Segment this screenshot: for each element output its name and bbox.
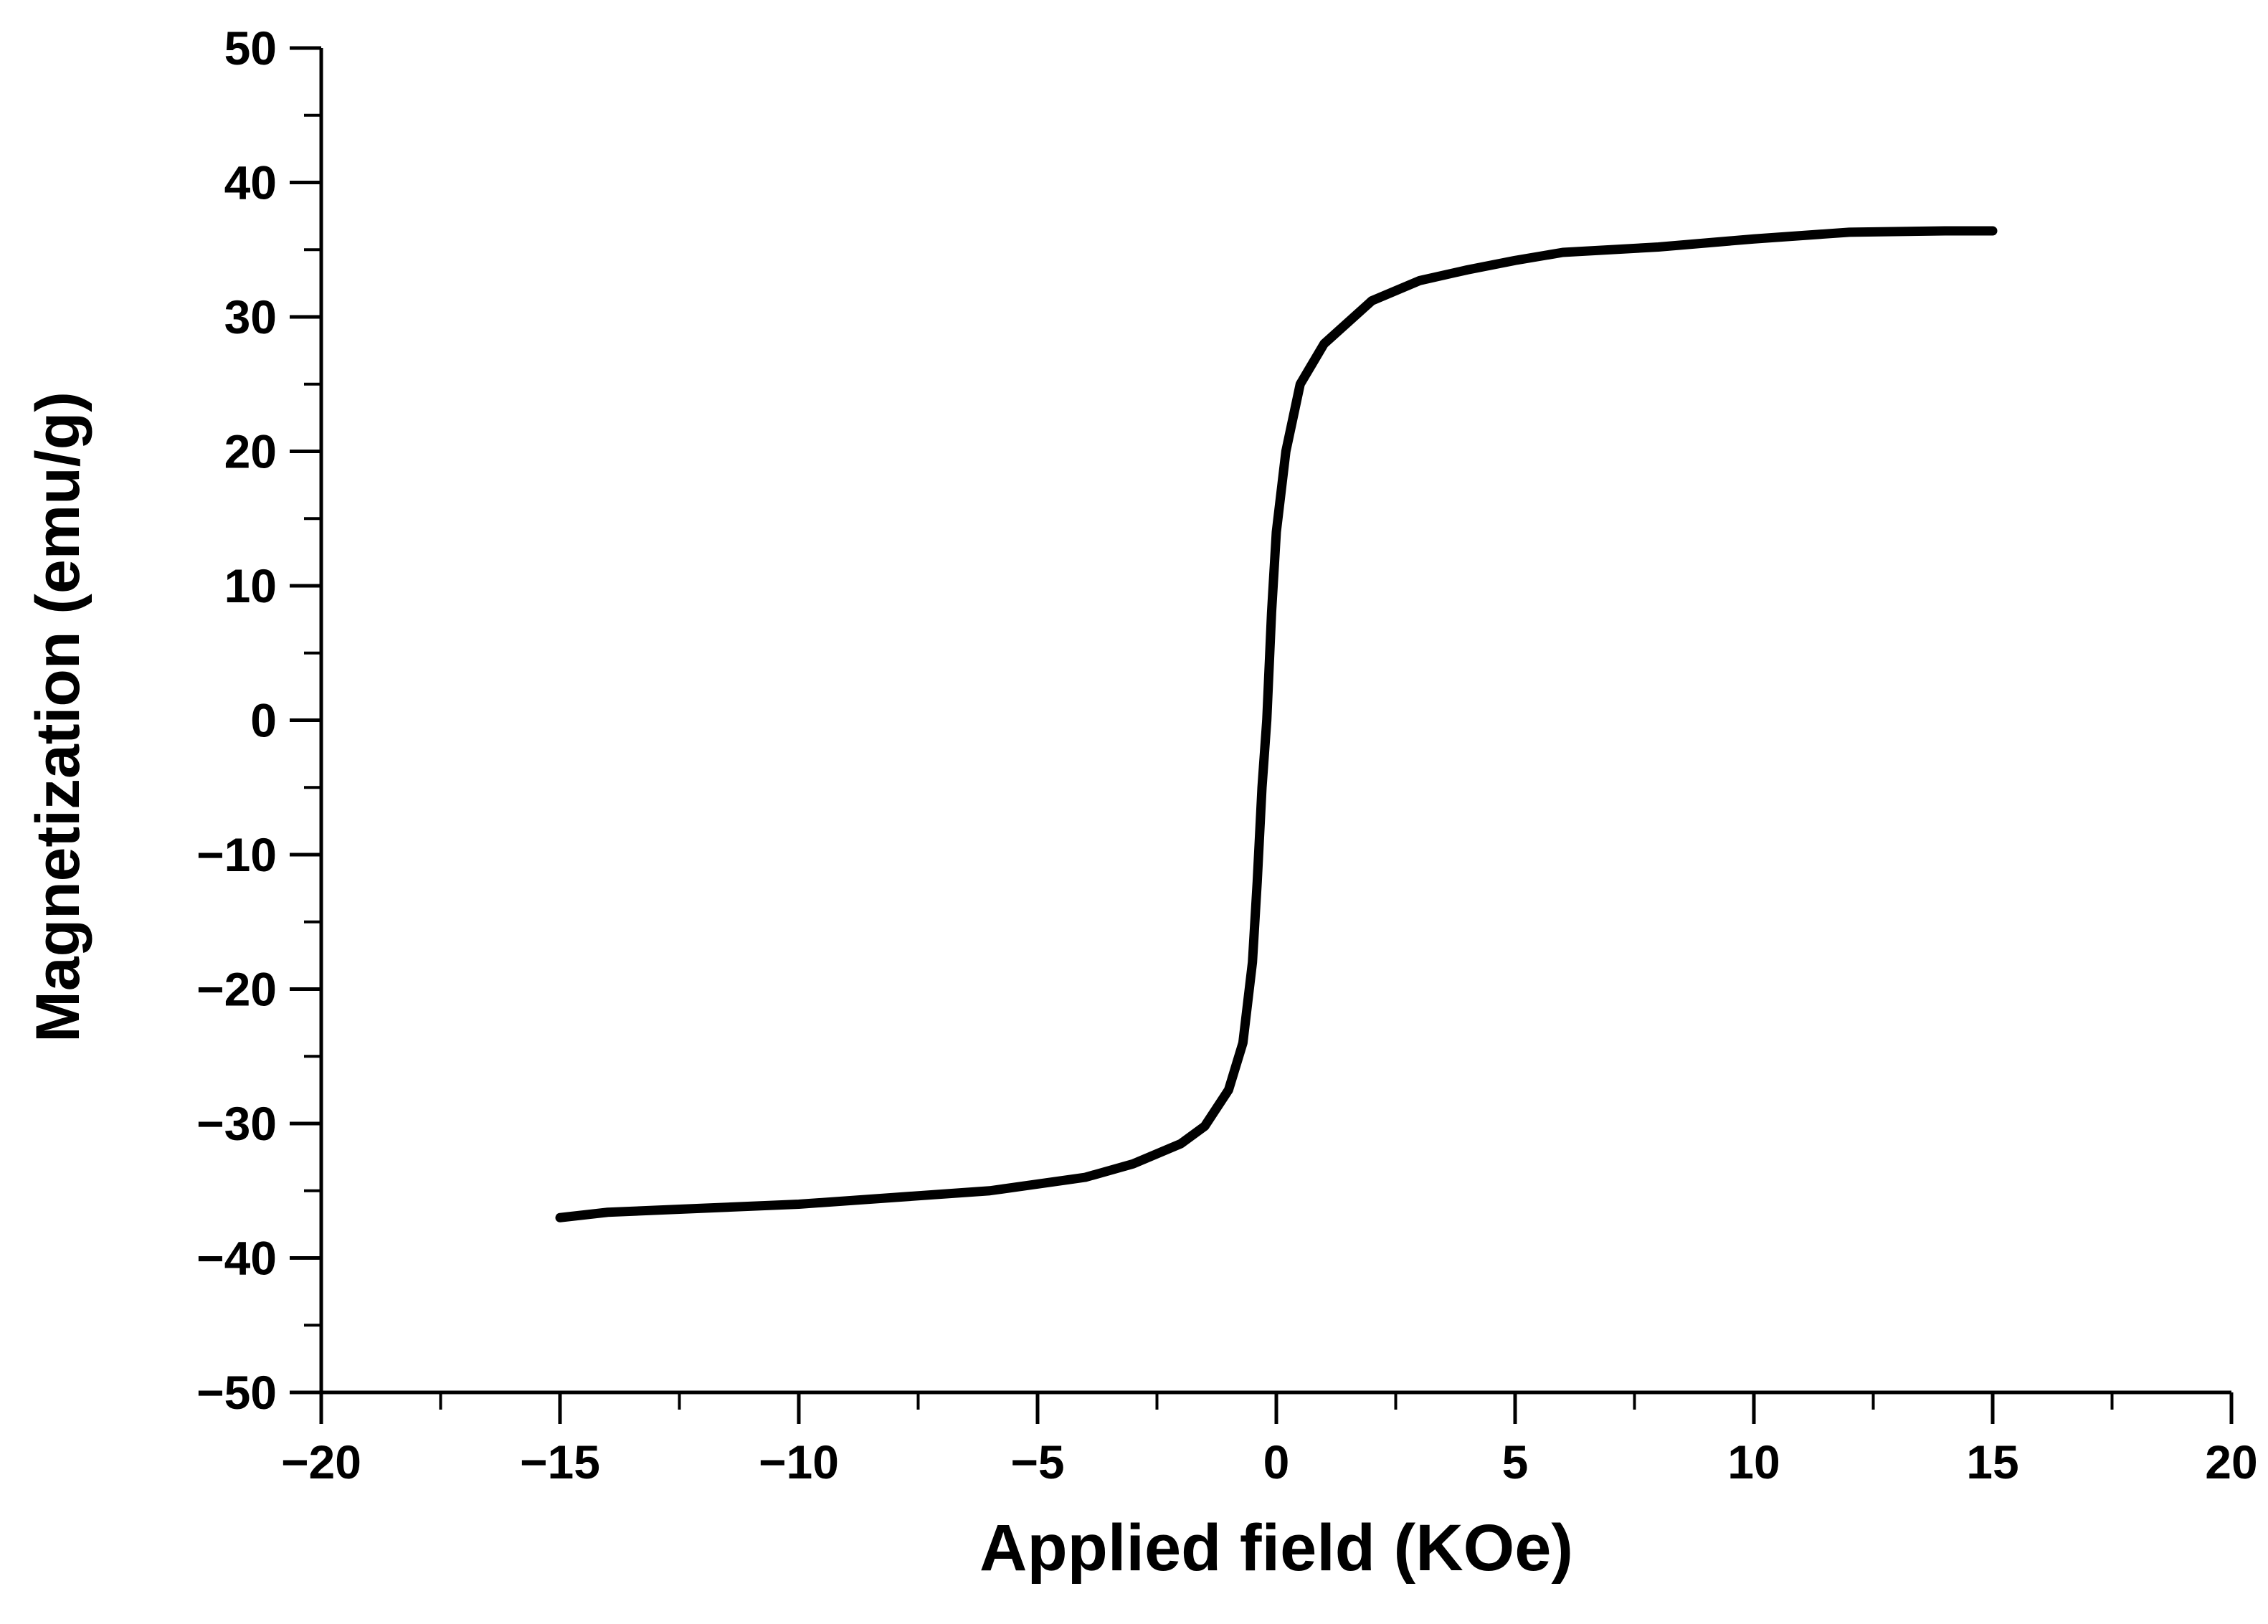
y-tick-label: −30 <box>196 1097 277 1150</box>
y-tick-label: 0 <box>250 694 277 747</box>
x-axis-label: Applied field (KOe) <box>979 1511 1573 1585</box>
x-tick-label: −20 <box>281 1435 361 1488</box>
y-tick-label: 30 <box>224 290 277 343</box>
x-tick-label: 20 <box>2205 1435 2257 1488</box>
y-tick-label: −10 <box>196 828 277 881</box>
y-tick-label: −20 <box>196 963 277 1016</box>
x-tick-label: 0 <box>1263 1435 1290 1488</box>
y-tick-label: 20 <box>224 425 277 478</box>
x-tick-label: 5 <box>1502 1435 1529 1488</box>
data-line <box>555 226 1998 1222</box>
x-tick-label: −5 <box>1010 1435 1064 1488</box>
x-tick-label: −10 <box>759 1435 839 1488</box>
y-tick-label: 40 <box>224 156 277 209</box>
y-tick-label: −50 <box>196 1366 277 1419</box>
y-axis-label: Magnetization (emu/g) <box>24 391 92 1043</box>
x-tick-label: 10 <box>1727 1435 1780 1488</box>
y-tick-label: 10 <box>224 559 277 612</box>
y-tick-label: 50 <box>224 22 277 75</box>
x-tick-label: −15 <box>520 1435 600 1488</box>
x-tick-label: 15 <box>1966 1435 2018 1488</box>
y-tick-label: −40 <box>196 1232 277 1285</box>
